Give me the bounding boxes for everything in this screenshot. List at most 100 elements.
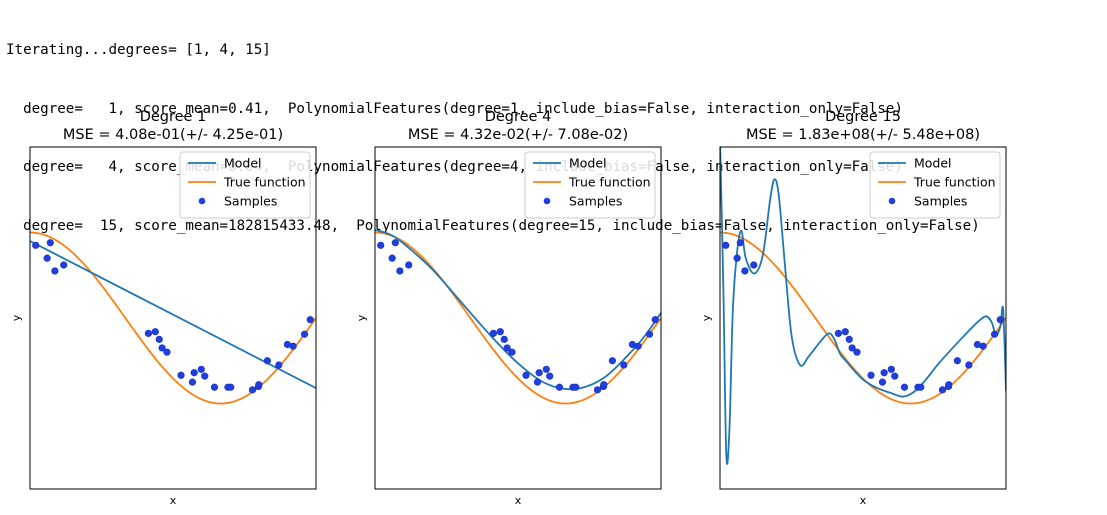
sample-point <box>938 386 947 394</box>
model-line <box>375 229 661 391</box>
sample-point <box>158 344 166 352</box>
legend-label: Samples <box>569 194 622 209</box>
sample-point <box>197 365 205 373</box>
sample-point <box>503 344 511 352</box>
sample-point <box>965 361 973 369</box>
sample-point <box>255 381 263 389</box>
sample-point <box>405 261 413 269</box>
sample-point <box>188 378 197 386</box>
legend-label: Samples <box>914 194 967 209</box>
chart-subtitle: MSE = 1.83e+08(+/- 5.48e+08) <box>746 127 980 143</box>
sample-point <box>60 261 68 269</box>
sample-point <box>190 369 198 377</box>
y-axis-label: y <box>10 314 23 321</box>
sample-point <box>620 361 628 369</box>
sample-point <box>841 328 849 336</box>
sample-point <box>227 383 235 391</box>
sample-point <box>593 386 602 394</box>
sample-point <box>979 342 987 350</box>
x-axis-label: x <box>170 494 177 507</box>
legend-samples-handle <box>888 197 896 205</box>
legend: Model True function Samples <box>179 151 311 219</box>
sample-point <box>542 365 550 373</box>
chart-panel-1: Degree 1 MSE = 4.08e-01(+/- 4.25e-01) x y Mo… <box>10 109 317 507</box>
chart-title: Degree 15 <box>825 109 901 125</box>
sample-point <box>151 328 159 336</box>
legend-box <box>869 151 1001 219</box>
chart-title: Degree 1 <box>140 109 207 125</box>
sample-point <box>741 267 749 275</box>
legend-label: True function <box>913 175 996 190</box>
sample-point <box>535 369 543 377</box>
sample-point <box>163 348 171 356</box>
axes-frame <box>29 146 317 490</box>
sample-point <box>608 357 616 365</box>
legend-label: Model <box>569 156 607 171</box>
sample-point <box>289 342 297 350</box>
sample-point <box>46 239 54 247</box>
legend-label: Model <box>914 156 952 171</box>
sample-point <box>275 361 283 369</box>
sample-point <box>572 383 580 391</box>
sample-point <box>496 328 504 336</box>
true-function-line <box>30 231 316 405</box>
sample-point <box>878 378 887 386</box>
sample-point <box>546 372 554 380</box>
sample-point <box>377 241 385 249</box>
plot-area <box>720 147 1006 465</box>
sample-point <box>306 316 314 324</box>
console-line: degree= 1, score_mean=0.41, PolynomialFe… <box>6 100 903 117</box>
legend: Model True function Samples <box>869 151 1001 219</box>
sample-point <box>990 330 999 338</box>
axes-frame <box>719 146 1007 490</box>
sample-point <box>43 254 51 262</box>
x-axis-label: x <box>515 494 522 507</box>
sample-point <box>533 378 542 386</box>
sample-point <box>391 239 399 247</box>
plot-area <box>375 229 661 405</box>
sample-point <box>891 372 899 380</box>
sample-point <box>500 335 508 343</box>
sample-point <box>900 383 909 391</box>
legend-label: Model <box>224 156 262 171</box>
sample-point <box>845 335 853 343</box>
y-axis-label: y <box>355 314 368 321</box>
chart-subtitle: MSE = 4.32e-02(+/- 7.08e-02) <box>408 127 628 143</box>
sample-point <box>248 386 257 394</box>
sample-point <box>853 348 861 356</box>
sample-point <box>201 372 209 380</box>
sample-point <box>177 371 185 379</box>
legend-label: True function <box>568 175 651 190</box>
legend-label: Samples <box>224 194 277 209</box>
sample-point <box>555 383 564 391</box>
sample-point <box>651 316 659 324</box>
sample-point <box>489 329 498 337</box>
sample-point <box>645 330 654 338</box>
sample-point <box>834 329 843 337</box>
sample-point <box>917 383 925 391</box>
legend-box <box>524 151 656 219</box>
sample-point <box>508 348 516 356</box>
chart-title: Degree 4 <box>485 109 552 125</box>
axes-frame <box>374 146 662 490</box>
sample-point <box>867 371 875 379</box>
sample-point <box>32 241 40 249</box>
sample-point <box>945 381 953 389</box>
legend-samples-handle <box>543 197 551 205</box>
sample-point <box>522 371 530 379</box>
sample-point <box>396 267 404 275</box>
true-function-line <box>375 231 661 405</box>
sample-point <box>953 357 961 365</box>
model-line <box>30 240 316 389</box>
sample-point <box>634 342 642 350</box>
sample-point <box>722 241 730 249</box>
sample-point <box>51 267 59 275</box>
chart-subtitle: MSE = 4.08e-01(+/- 4.25e-01) <box>63 127 283 143</box>
sample-point <box>388 254 396 262</box>
sample-point <box>736 239 744 247</box>
sample-point <box>300 330 309 338</box>
legend-samples-handle <box>198 197 206 205</box>
sample-point <box>263 357 271 365</box>
legend-label: True function <box>223 175 306 190</box>
sample-point <box>887 365 895 373</box>
